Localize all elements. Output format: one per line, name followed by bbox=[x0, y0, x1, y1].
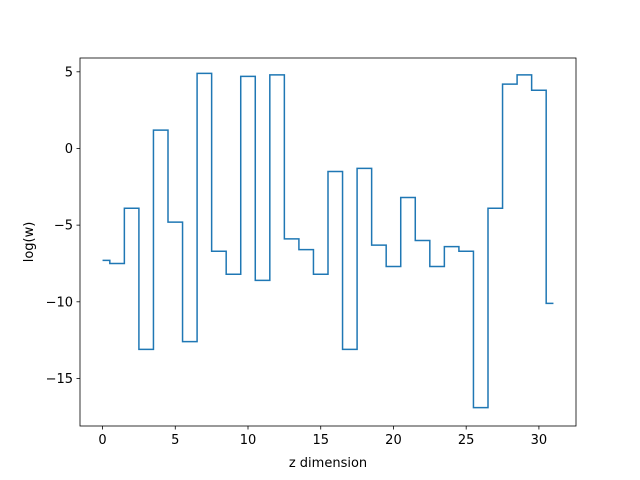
plot-area bbox=[102, 72, 554, 409]
x-tick-label: 30 bbox=[531, 433, 548, 448]
x-tick-label: 10 bbox=[240, 433, 257, 448]
y-axis-label: log(w) bbox=[22, 222, 37, 263]
axes-frame bbox=[79, 57, 577, 427]
x-tick-label: 20 bbox=[385, 433, 402, 448]
x-tick-label: 0 bbox=[98, 433, 106, 448]
x-axis-label: z dimension bbox=[289, 456, 367, 471]
x-tick-label: 25 bbox=[458, 433, 475, 448]
x-tick-label: 15 bbox=[312, 433, 329, 448]
y-tick-label: −5 bbox=[54, 219, 73, 234]
y-tick-label: −10 bbox=[46, 295, 73, 310]
series-line-0 bbox=[102, 72, 554, 409]
axes: 0 5 10 15 20 25 30 5 0 −5 −10 −15 bbox=[46, 57, 577, 448]
y-tick-label: 5 bbox=[65, 65, 73, 80]
y-tick-label: 0 bbox=[65, 142, 73, 157]
x-tick-label: 5 bbox=[171, 433, 179, 448]
y-tick-label: −15 bbox=[46, 372, 73, 387]
